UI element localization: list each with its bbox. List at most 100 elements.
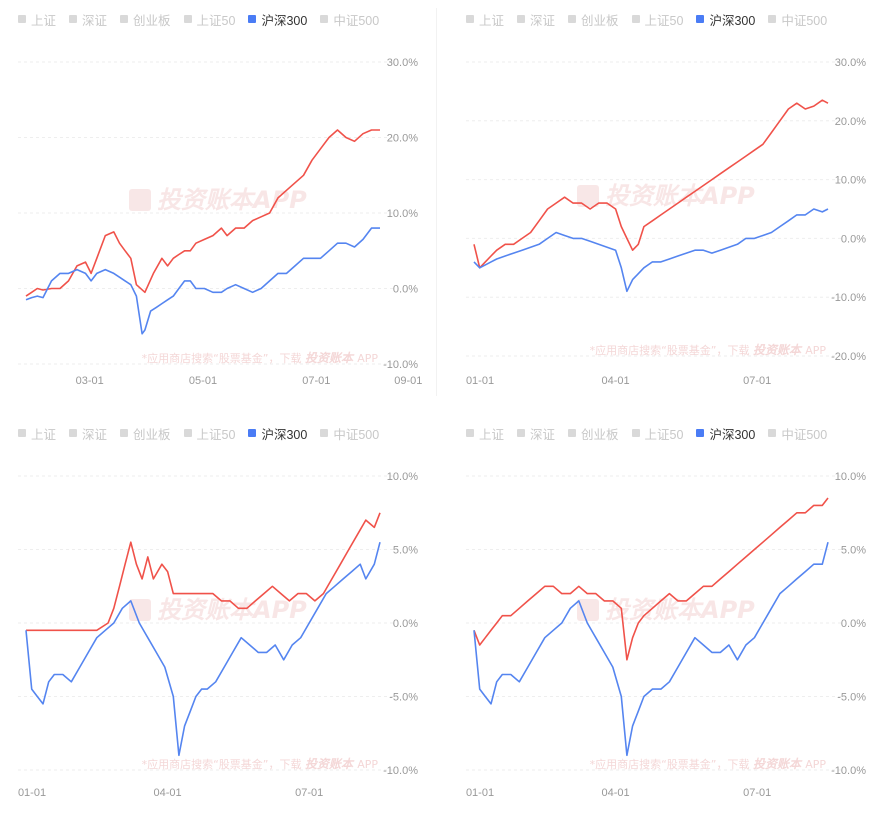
legend-swatch [568,15,577,23]
legend-item[interactable]: 中证500 [768,424,827,443]
watermark-search-prompt: *应用商店搜索“股票基金”，下载 [142,757,305,771]
legend-item[interactable]: 沪深300 [248,424,307,443]
legend-label: 沪深300 [261,427,308,442]
chart-svg: 10.0% 5.0% 0.0% -5.0% -10.0% 01-01 04-01 07-01 投… [466,471,866,799]
chart-legend: 上证 深证 创业板 上证50 沪深300 中证500 [18,8,392,30]
watermark-app-suffix: APP [357,758,378,771]
legend-swatch [18,429,26,437]
chart-legend: 上证 深证 创业板 上证50 沪深300 中证500 [18,422,392,444]
y-tick-label: 20.0% [387,133,418,145]
legend-swatch [120,429,129,437]
legend-item[interactable]: 创业板 [120,424,171,443]
legend-swatch [18,15,26,23]
legend-swatch [768,429,777,437]
watermark-app-suffix: APP [357,352,378,365]
y-tick-label: 0.0% [393,284,418,296]
legend-item[interactable]: 中证500 [768,10,827,29]
y-tick-label: 0.0% [841,618,866,630]
legend-swatch [568,429,577,437]
legend-label: 创业板 [133,427,171,442]
y-tick-label: -5.0% [389,692,418,704]
x-tick-label: 07-01 [743,375,771,387]
x-tick-label: 04-01 [154,787,182,799]
legend-swatch [320,429,329,437]
legend-item[interactable]: 上证50 [183,424,235,443]
legend-swatch [466,15,474,23]
y-tick-label: 10.0% [387,471,418,483]
legend-item[interactable]: 上证50 [183,10,235,29]
x-tick-label: 03-01 [76,375,104,387]
legend-swatch [320,15,329,23]
index-series-line [473,208,829,293]
legend-label: 深证 [530,13,556,28]
chart-svg: 10.0% 5.0% 0.0% -5.0% -10.0% 01-01 04-01 07-01 投… [18,471,418,799]
chart-svg: 30.0% 20.0% 10.0% 0.0% -10.0% 03-01 05-01 07-01… [18,57,422,387]
chart-panel: 上证 深证 创业板 上证50 沪深300 中证500 30.0% 20.0% 10.0% 0.0%… [466,8,871,400]
legend-item[interactable]: 上证 [18,10,56,29]
watermark-brand: 投资账本APP [157,186,307,214]
legend-swatch [517,429,526,437]
legend-item[interactable]: 上证 [466,424,504,443]
legend-item[interactable]: 深证 [517,424,555,443]
legend-item[interactable]: 沪深300 [696,10,755,29]
legend-item[interactable]: 上证 [18,424,56,443]
legend-label: 上证 [479,427,505,442]
watermark-brand: 投资账本APP [605,182,755,210]
fund-series-line [25,129,380,297]
legend-item[interactable]: 上证50 [631,10,683,29]
x-tick-label: 01-01 [18,787,46,799]
legend-swatch [696,15,705,23]
y-tick-label: 5.0% [841,545,866,557]
watermark-search-prompt: *应用商店搜索“股票基金”，下载 [142,351,305,365]
legend-item[interactable]: 创业板 [568,10,619,29]
legend-label: 上证 [479,13,505,28]
y-tick-label: -5.0% [837,692,866,704]
legend-item[interactable]: 沪深300 [248,10,307,29]
legend-item[interactable]: 深证 [69,424,107,443]
watermark-logo-icon [577,599,599,621]
legend-label: 中证500 [333,13,380,28]
legend-label: 中证500 [781,427,828,442]
watermark-brand-small: 投资账本 [753,757,805,771]
legend-item[interactable]: 上证 [466,10,504,29]
watermark-logo-icon [577,185,599,207]
legend-label: 深证 [82,13,108,28]
x-tick-label: 09-01 [394,375,422,387]
watermark-app-suffix: APP [805,344,826,357]
legend-item[interactable]: 上证50 [631,424,683,443]
x-tick-label: 01-01 [466,787,494,799]
legend-label: 深证 [82,427,108,442]
chart-legend: 上证 深证 创业板 上证50 沪深300 中证500 [466,422,840,444]
legend-item[interactable]: 创业板 [120,10,171,29]
legend-item[interactable]: 深证 [517,10,555,29]
legend-item[interactable]: 沪深300 [696,424,755,443]
y-tick-label: -20.0% [831,351,866,363]
watermark-brand-small: 投资账本 [305,757,357,771]
legend-label: 中证500 [781,13,828,28]
index-series-line [25,541,381,757]
fund-series-line [26,512,381,632]
watermark-logo-icon [129,189,151,211]
y-tick-label: 10.0% [835,471,866,483]
y-tick-label: 30.0% [835,57,866,69]
legend-item[interactable]: 中证500 [320,424,379,443]
legend-label: 沪深300 [261,13,308,28]
y-tick-label: 0.0% [393,618,418,630]
legend-item[interactable]: 深证 [69,10,107,29]
watermark-search-prompt: *应用商店搜索“股票基金”，下载 [590,343,753,357]
chart-panel: 上证 深证 创业板 上证50 沪深300 中证500 10.0% 5.0% 0.0% -5.0% -… [18,422,428,817]
legend-swatch [69,15,78,23]
x-tick-label: 07-01 [302,375,330,387]
legend-swatch [631,15,640,23]
chart-panel: 上证 深证 创业板 上证50 沪深300 中证500 10.0% 5.0% 0.0% -5.0% -… [466,422,871,817]
legend-item[interactable]: 创业板 [568,424,619,443]
watermark-search-text: *应用商店搜索“股票基金”，下载 投资账本 APP [142,351,379,365]
y-tick-label: -10.0% [831,765,866,777]
fund-series-line [473,99,829,269]
y-tick-label: 10.0% [387,208,418,220]
watermark-search-text: *应用商店搜索“股票基金”，下载 投资账本 APP [590,343,827,357]
legend-item[interactable]: 中证500 [320,10,379,29]
y-tick-label: 10.0% [835,175,866,187]
x-tick-label: 04-01 [602,787,630,799]
index-series-line [25,227,380,335]
